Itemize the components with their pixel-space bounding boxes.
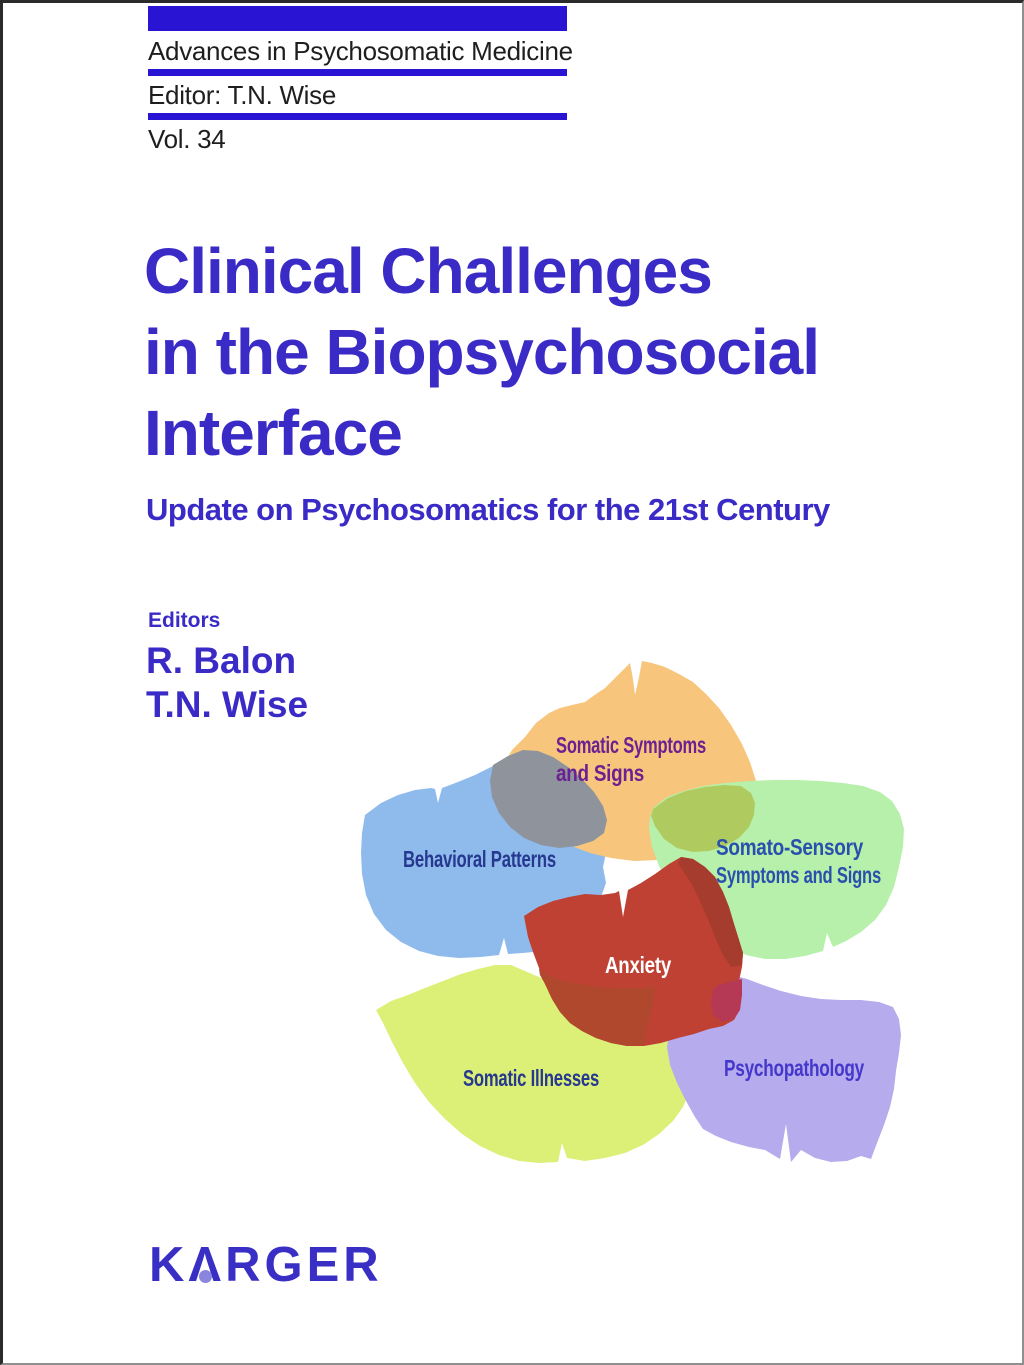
label-somatic-illnesses: Somatic Illnesses xyxy=(463,1065,599,1091)
overlap-orange-blue xyxy=(490,750,607,848)
series-volume: Vol. 34 xyxy=(148,124,226,154)
editor-name-2: T.N. Wise xyxy=(146,684,309,725)
biopsychosocial-diagram: Somatic Symptoms and Signs Behavioral Pa… xyxy=(353,645,913,1190)
overlap-red-somatic-illnesses xyxy=(539,969,655,1046)
overlap-orange-green xyxy=(651,785,755,852)
book-title-line-3: Interface xyxy=(144,397,403,469)
overlap-red-green xyxy=(678,857,743,967)
label-somatic-symptoms-line1: Somatic Symptoms xyxy=(556,732,706,758)
label-anxiety: Anxiety xyxy=(605,952,671,978)
series-title: Advances in Psychosomatic Medicine xyxy=(148,36,573,66)
editor-names: R. Balon T.N. Wise xyxy=(146,639,308,727)
karger-dot-icon xyxy=(198,1270,212,1283)
overlap-red-psychopathology xyxy=(711,979,742,1022)
karger-letter-k: K xyxy=(149,1238,189,1292)
label-behavioral-patterns: Behavioral Patterns xyxy=(403,846,556,872)
label-somato-sensory-line1: Somato-Sensory xyxy=(716,834,863,860)
series-editor: Editor: T.N. Wise xyxy=(148,80,337,110)
editor-name-1: R. Balon xyxy=(146,640,297,681)
book-title-line-2: in the Biopsychosocial xyxy=(144,316,820,388)
editors-label: Editors xyxy=(148,609,221,632)
book-title: Clinical Challenges in the Biopsychosoci… xyxy=(144,231,820,474)
book-subtitle: Update on Psychosomatics for the 21st Ce… xyxy=(146,492,830,527)
series-accent-bar xyxy=(148,6,567,31)
label-somatic-symptoms-line2: and Signs xyxy=(556,760,644,786)
series-divider-1 xyxy=(148,69,567,76)
label-somato-sensory-line2: Symptoms and Signs xyxy=(716,862,881,888)
karger-letters-rest: RGER xyxy=(225,1238,383,1292)
karger-letter-a: Λ xyxy=(188,1238,226,1292)
series-divider-2 xyxy=(148,113,567,120)
book-title-line-1: Clinical Challenges xyxy=(144,235,713,307)
label-psychopathology: Psychopathology xyxy=(724,1055,864,1081)
karger-wordmark: KΛ RGER xyxy=(149,1237,383,1293)
